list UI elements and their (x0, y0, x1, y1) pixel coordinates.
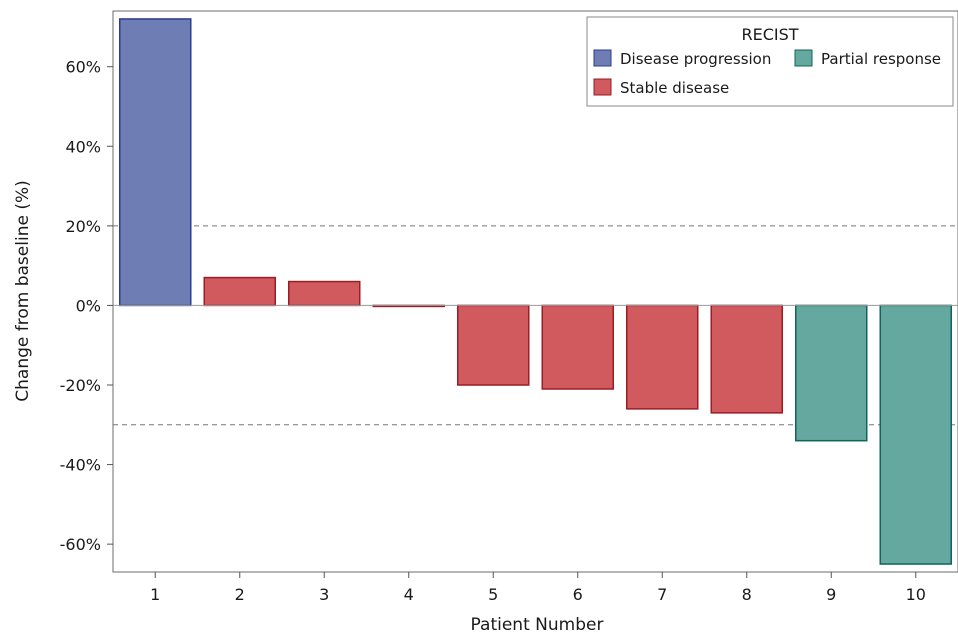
x-axis-title: Patient Number (471, 615, 604, 635)
legend: RECIST Disease progression Partial respo… (586, 16, 954, 107)
legend-swatch-stable-disease (593, 78, 612, 96)
bar-patient-6 (541, 304, 614, 390)
legend-label-stable-disease: Stable disease (620, 79, 729, 97)
x-tick-label: 3 (319, 585, 329, 604)
legend-box (586, 16, 954, 107)
x-tick-label: 4 (404, 585, 414, 604)
y-tick-label: -20% (60, 376, 101, 395)
legend-swatch-disease-progression (593, 49, 612, 67)
x-tick-label: 7 (657, 585, 667, 604)
bar-patient-2 (203, 276, 276, 307)
bar-patient-1 (119, 18, 192, 307)
y-tick-label: 60% (65, 58, 101, 77)
x-axis: 1 2 3 4 5 6 7 8 9 10 (150, 572, 926, 604)
x-tick-label: 9 (826, 585, 836, 604)
y-axis: -60% -40% -20% 0% 20% 40% 60% (60, 58, 113, 554)
bar-patient-8 (710, 304, 783, 414)
y-tick-label: 40% (65, 137, 101, 156)
y-tick-label: -60% (60, 535, 101, 554)
y-tick-label: 20% (65, 217, 101, 236)
bars (119, 18, 952, 565)
x-tick-label: 5 (488, 585, 498, 604)
legend-label-disease-progression: Disease progression (620, 50, 771, 68)
x-tick-label: 10 (906, 585, 926, 604)
legend-title: RECIST (741, 25, 798, 44)
bar-patient-3 (288, 280, 361, 307)
bar-patient-5 (457, 304, 530, 386)
legend-label-partial-response: Partial response (821, 50, 941, 68)
y-tick-label: -40% (60, 456, 101, 475)
bar-patient-10 (879, 304, 952, 565)
x-tick-label: 6 (573, 585, 583, 604)
x-tick-label: 2 (235, 585, 245, 604)
plot-frame (112, 10, 958, 573)
legend-swatch-partial-response (794, 49, 813, 67)
y-tick-label: 0% (76, 296, 101, 315)
bar-patient-9 (795, 304, 868, 442)
y-axis-title: Change from baseline (%) (13, 180, 33, 401)
x-tick-label: 1 (150, 585, 160, 604)
bar-patient-7 (626, 304, 699, 410)
x-tick-label: 8 (742, 585, 752, 604)
